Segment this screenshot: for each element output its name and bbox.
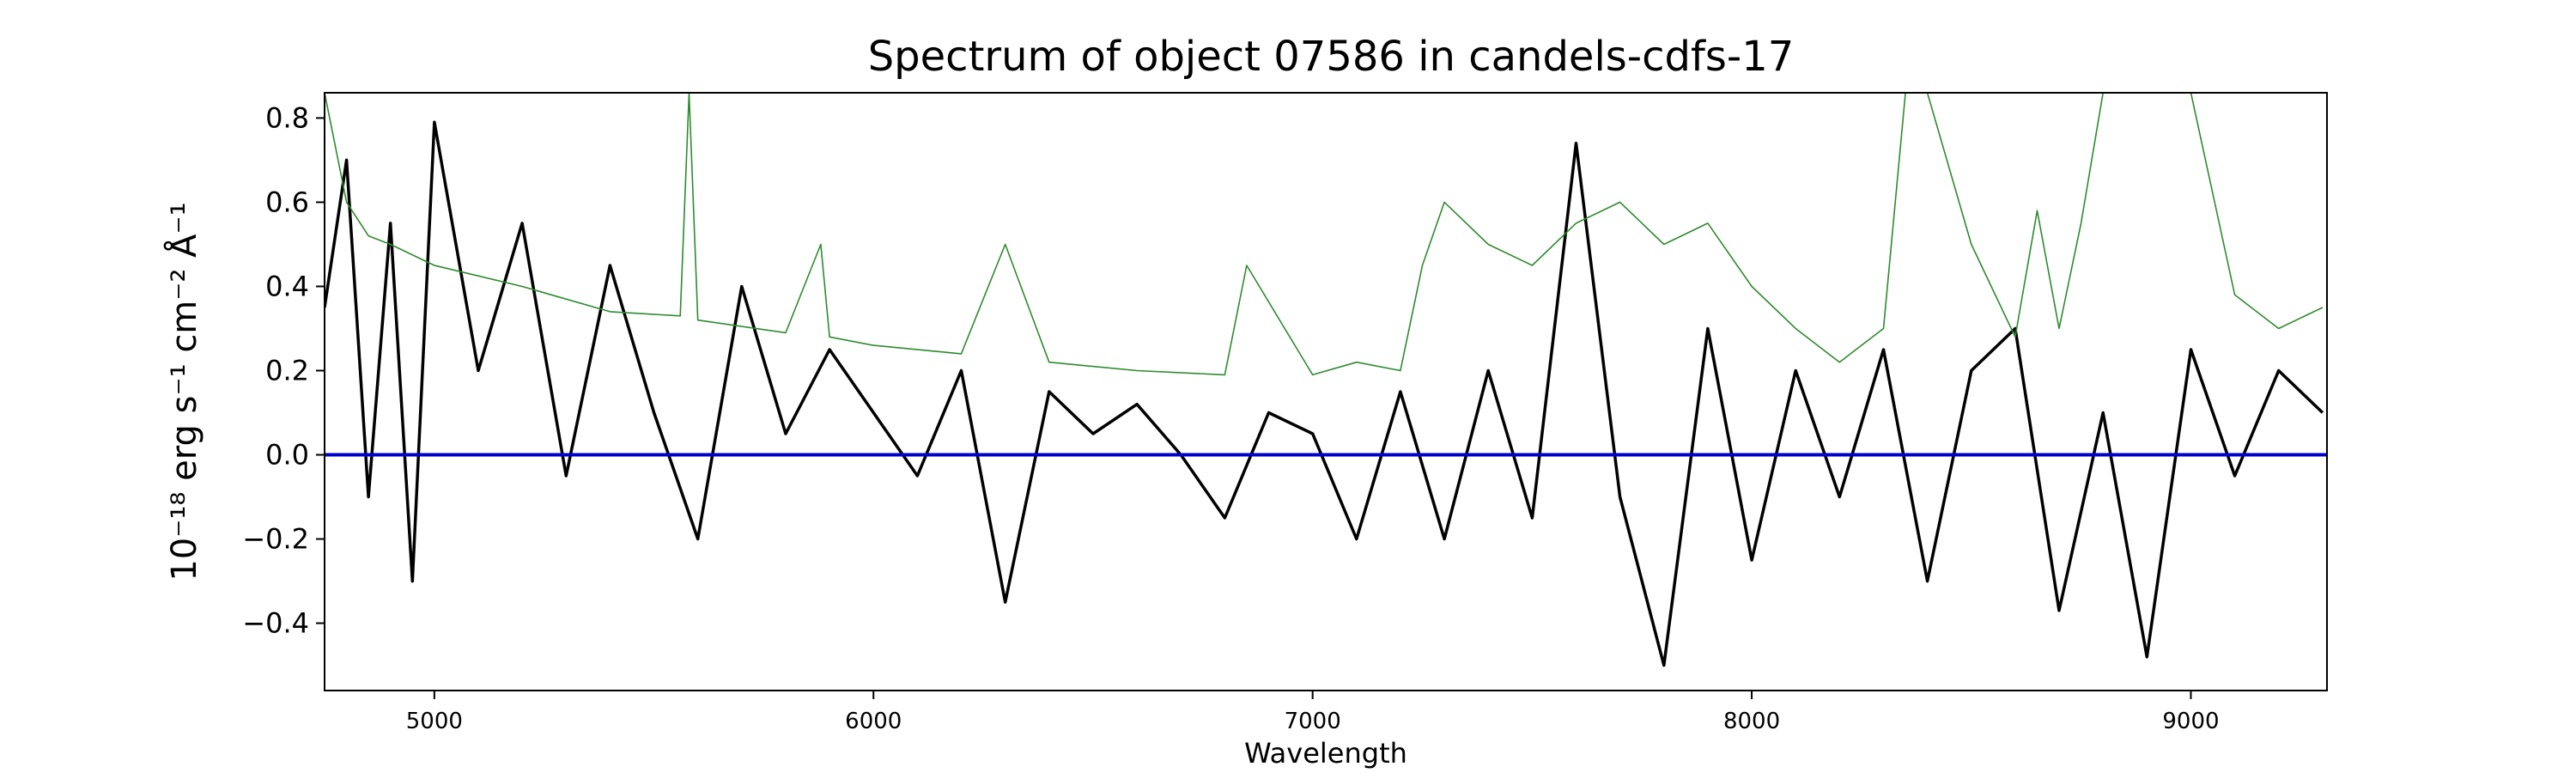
x-axis: 5000 6000 7000 8000 9000 xyxy=(406,691,2220,734)
chart-title: Spectrum of object 07586 in candels-cdfs… xyxy=(868,33,1795,81)
x-tick-label: 5000 xyxy=(406,709,463,734)
series-line-noise xyxy=(325,93,2324,376)
x-tick-label: 9000 xyxy=(2162,709,2219,734)
plot-area xyxy=(324,92,2328,691)
series-line-flux xyxy=(325,120,2324,667)
y-tick-label: 0.2 xyxy=(265,354,309,386)
y-axis: −0.4 −0.2 0.0 0.2 0.4 0.6 0.8 xyxy=(242,101,325,640)
x-axis-label: Wavelength xyxy=(1244,737,1407,770)
series-layer xyxy=(325,93,2327,667)
x-tick-label: 6000 xyxy=(845,709,902,734)
x-tick-label: 8000 xyxy=(1723,709,1780,734)
y-tick-label: 0.8 xyxy=(265,101,309,134)
y-tick-label: −0.4 xyxy=(242,607,309,640)
y-tick-label: 0.4 xyxy=(265,270,309,302)
y-tick-label: −0.2 xyxy=(242,523,309,556)
y-tick-label: 0.6 xyxy=(265,186,309,218)
plot-frame xyxy=(324,92,2328,691)
y-axis-label: 10⁻¹⁸ erg s⁻¹ cm⁻² Å⁻¹ xyxy=(163,202,204,581)
x-tick-label: 7000 xyxy=(1285,709,1341,734)
y-tick-label: 0.0 xyxy=(265,439,309,472)
